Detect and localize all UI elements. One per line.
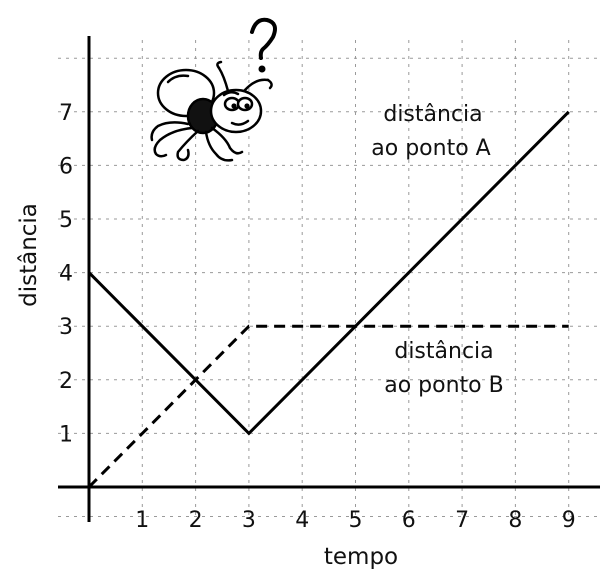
annotation-a-line-1: distância bbox=[383, 102, 482, 127]
x-tick-label: 2 bbox=[189, 508, 203, 533]
x-tick-label: 8 bbox=[508, 508, 522, 533]
y-tick-label: 4 bbox=[59, 262, 73, 287]
confused-ant-with-question-mark-icon bbox=[150, 17, 277, 162]
grid bbox=[58, 40, 600, 517]
y-tick-label: 5 bbox=[59, 208, 73, 233]
x-tick-label: 5 bbox=[349, 508, 363, 533]
x-tick-label: 4 bbox=[295, 508, 309, 533]
x-tick-label: 3 bbox=[242, 508, 256, 533]
x-tick-label: 7 bbox=[455, 508, 469, 533]
y-axis-label: distância bbox=[16, 203, 42, 307]
x-tick-label: 9 bbox=[562, 508, 576, 533]
series-line-point-a bbox=[87, 110, 570, 436]
y-tick-label: 7 bbox=[59, 101, 73, 126]
y-tick-labels: 1 2 3 4 5 6 7 bbox=[59, 101, 73, 448]
series-line-point-b bbox=[87, 324, 569, 489]
series-layer bbox=[87, 110, 570, 489]
y-tick-label: 2 bbox=[59, 369, 73, 394]
y-tick-label: 3 bbox=[59, 315, 73, 340]
annotation-b-line-2: ao ponto B bbox=[384, 373, 503, 398]
y-tick-label: 1 bbox=[59, 422, 73, 447]
x-tick-label: 6 bbox=[402, 508, 416, 533]
annotation-a-line-2: ao ponto A bbox=[371, 136, 490, 161]
x-axis-label: tempo bbox=[324, 544, 398, 570]
annotation-b-line-1: distância bbox=[394, 339, 493, 364]
y-tick-label: 6 bbox=[59, 154, 73, 179]
x-tick-label: 1 bbox=[135, 508, 149, 533]
x-tick-labels: 1 2 3 4 5 6 7 8 9 bbox=[135, 508, 575, 533]
